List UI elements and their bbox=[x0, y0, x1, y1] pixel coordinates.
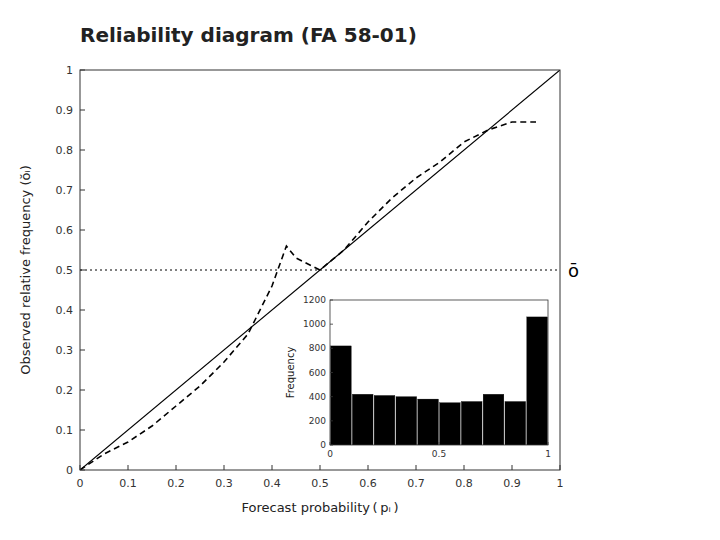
y-tick bbox=[80, 310, 85, 311]
x-tick-label: 0.8 bbox=[455, 477, 473, 490]
histogram-bar bbox=[418, 399, 439, 445]
reference-line bbox=[80, 70, 560, 470]
inset-x-tick-label: 0.5 bbox=[432, 449, 446, 459]
plot-frame bbox=[80, 70, 560, 470]
x-tick-label: 0.6 bbox=[359, 477, 377, 490]
x-tick bbox=[368, 465, 369, 470]
y-tick bbox=[80, 230, 85, 231]
x-tick bbox=[512, 465, 513, 470]
y-tick-label: 1 bbox=[66, 64, 73, 77]
histogram-bar bbox=[331, 346, 352, 445]
plot-area bbox=[80, 70, 560, 470]
inset-bars bbox=[331, 317, 548, 445]
y-tick-label: 0.3 bbox=[56, 344, 74, 357]
inset-y-tick-label: 200 bbox=[309, 416, 326, 426]
y-tick-label: 0 bbox=[66, 464, 73, 477]
annotation: ō bbox=[568, 260, 579, 281]
x-tick-label: 0.3 bbox=[215, 477, 233, 490]
x-tick bbox=[320, 465, 321, 470]
inset-y-tick bbox=[330, 420, 333, 421]
inset-y-tick bbox=[330, 348, 333, 349]
x-tick-label: 0.1 bbox=[119, 477, 137, 490]
inset-y-tick-label: 0 bbox=[320, 440, 326, 450]
background bbox=[0, 0, 720, 540]
inset-y-tick bbox=[330, 324, 333, 325]
x-tick bbox=[416, 465, 417, 470]
x-tick-label: 0.9 bbox=[503, 477, 521, 490]
histogram-bar bbox=[461, 402, 482, 446]
inset-y-tick-label: 1200 bbox=[303, 295, 326, 305]
x-tick bbox=[128, 465, 129, 470]
x-tick-label: 0.2 bbox=[167, 477, 185, 490]
y-tick-label: 0.1 bbox=[56, 424, 74, 437]
x-tick-label: 0 bbox=[77, 477, 84, 490]
inset-y-tick bbox=[330, 396, 333, 397]
histogram-bar bbox=[352, 394, 373, 445]
inset-background bbox=[330, 300, 548, 445]
histogram-bar bbox=[505, 402, 526, 446]
inset-frame bbox=[330, 300, 548, 445]
histogram-bar bbox=[396, 397, 417, 445]
inset-y-tick bbox=[330, 372, 333, 373]
x-tick-label: 1 bbox=[557, 477, 564, 490]
chart: Reliability diagram (FA 58-01) 0 0.1 0.2 0.3… bbox=[0, 0, 720, 540]
y-tick bbox=[80, 350, 85, 351]
y-tick-label: 0.7 bbox=[56, 184, 74, 197]
y-tick-label: 0.6 bbox=[56, 224, 74, 237]
x-axis-label: Forecast probability ( pᵢ ) bbox=[241, 500, 398, 515]
x-tick-label: 0.7 bbox=[407, 477, 425, 490]
inset-x-tick-label: 0 bbox=[327, 449, 333, 459]
x-tick bbox=[464, 465, 465, 470]
title: Reliability diagram (FA 58-01) bbox=[80, 23, 417, 47]
y-tick bbox=[80, 390, 85, 391]
x-tick bbox=[272, 465, 273, 470]
histogram-bar bbox=[527, 317, 548, 445]
x-tick bbox=[224, 465, 225, 470]
inset-y-tick-label: 1000 bbox=[303, 319, 326, 329]
y-tick-label: 0.8 bbox=[56, 144, 74, 157]
reliability-curve bbox=[80, 122, 536, 470]
inset-x-tick-label: 1 bbox=[545, 449, 551, 459]
y-tick bbox=[80, 150, 85, 151]
x-tick bbox=[176, 465, 177, 470]
y-axis-label: Observed relative frequency (ŏᵢ) bbox=[18, 165, 33, 375]
inset-y-axis-label: Frequency bbox=[285, 347, 296, 399]
inset-y-tick-label: 400 bbox=[309, 392, 326, 402]
inset: 0 0.5 1 0 200 400 600 800 1000 1200 Frequency bbox=[285, 295, 551, 459]
histogram-bar bbox=[483, 394, 504, 445]
y-tick bbox=[80, 190, 85, 191]
y-tick-label: 0.4 bbox=[56, 304, 74, 317]
inset-y-tick-label: 800 bbox=[309, 343, 326, 353]
inset-x-tick bbox=[439, 442, 440, 445]
y-tick-label: 0.9 bbox=[56, 104, 74, 117]
x-tick-label: 0.4 bbox=[263, 477, 281, 490]
y-tick bbox=[80, 110, 85, 111]
x-tick-label: 0.5 bbox=[311, 477, 329, 490]
histogram-bar bbox=[440, 403, 461, 445]
axes: 0 0.1 0.2 0.3 0.4 0.5 0.6 0.7 0.8 0.9 1 0 0.1 0.2 0.3 0… bbox=[56, 64, 564, 491]
y-tick bbox=[80, 430, 85, 431]
y-tick-label: 0.2 bbox=[56, 384, 74, 397]
y-tick-label: 0.5 bbox=[56, 264, 74, 277]
inset-y-tick-label: 600 bbox=[309, 368, 326, 378]
histogram-bar bbox=[374, 395, 395, 445]
